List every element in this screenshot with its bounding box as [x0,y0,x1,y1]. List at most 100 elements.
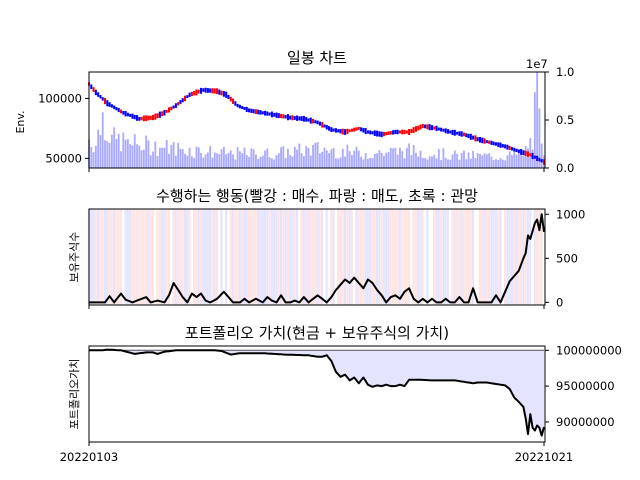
volume-bar [200,153,202,168]
candle-body [529,153,532,157]
action-band [497,209,500,305]
candle-body [403,129,406,135]
volume-bar [383,155,385,168]
volume-bar [250,148,253,168]
action-band [353,209,356,305]
action-band [229,209,232,305]
volume-bar [284,158,287,168]
volume-bar [515,154,518,168]
action-band [183,209,186,305]
volume-bar [367,158,369,168]
candle-body [344,129,347,135]
candle-body [348,129,351,133]
action-band [412,209,415,305]
action-band [330,209,333,305]
action-band [485,209,488,305]
volume-bar [197,147,200,168]
volume-bar [348,151,351,168]
candle-body [145,115,148,122]
candle-body [156,113,159,119]
volume-bar [296,149,298,168]
candle-body [296,115,299,121]
volume-bar [193,158,196,168]
action-band [417,209,420,305]
action-band [348,209,351,305]
volume-bar [312,145,314,168]
volume-bar [216,153,218,168]
candle-body [449,130,452,134]
action-band [455,209,459,305]
volume-bar [353,150,356,168]
candle-body [501,144,504,148]
candle-body [307,118,310,122]
volume-bar [362,159,365,168]
action-band [492,209,495,305]
candle-body [280,113,283,119]
volume-bar [165,139,168,168]
volume-bar [268,157,271,168]
volume-bar [145,135,148,168]
volume-bar [179,148,182,168]
action-band [334,209,337,305]
volume-bar [330,149,333,168]
candle-body [337,129,340,133]
action-band [421,209,424,305]
volume-bar [303,156,305,168]
candle-body [380,131,383,138]
candle-body [522,150,525,156]
candle-body [504,144,507,149]
action-band [190,209,193,305]
action-band [490,209,493,305]
candle-title: 일봉 차트 [287,49,347,67]
candle-body [389,131,392,135]
candle-body [101,97,104,101]
action-band [213,209,216,305]
candle-body [227,94,230,100]
volume-bar [344,156,346,168]
portfolio-loss-fill [89,350,544,436]
candle-body [232,98,235,104]
candle-body [174,103,177,108]
volume-bar [136,144,138,168]
candle-body [200,87,203,94]
candle-body [419,124,422,130]
action-band [108,209,111,305]
action-y-tick-label: 1000 [556,207,585,221]
action-band [286,209,289,305]
volume-bar [337,158,340,168]
action-band [186,209,189,305]
candle-body [323,124,326,128]
action-band [158,209,161,305]
volume-bar [170,144,173,168]
candle-body [167,107,171,113]
candle-body [526,151,530,157]
action-band [487,209,491,305]
volume-bar [113,127,116,168]
action-band [156,209,159,305]
action-band [247,209,250,305]
action-band [199,209,202,305]
action-band [451,209,454,305]
candle-body [188,92,191,97]
volume-bar [309,155,312,168]
volume-bar [106,141,109,168]
candle-body [106,100,109,107]
volume-bar [328,153,330,168]
candle-body [181,98,184,103]
volume-bar [437,149,440,168]
action-band [234,209,237,305]
action-band [501,209,504,305]
candle-body [392,130,395,135]
action-band [179,209,182,305]
volume-bar [101,112,104,168]
volume-y-tick-label: 0.0 [556,161,574,175]
action-band [298,209,301,305]
action-band [325,209,328,305]
candle-body [220,90,223,96]
candle-body [506,144,509,150]
candle-body [165,109,168,113]
action-band [531,209,534,305]
candle-body [520,149,523,155]
action-band [542,209,545,305]
